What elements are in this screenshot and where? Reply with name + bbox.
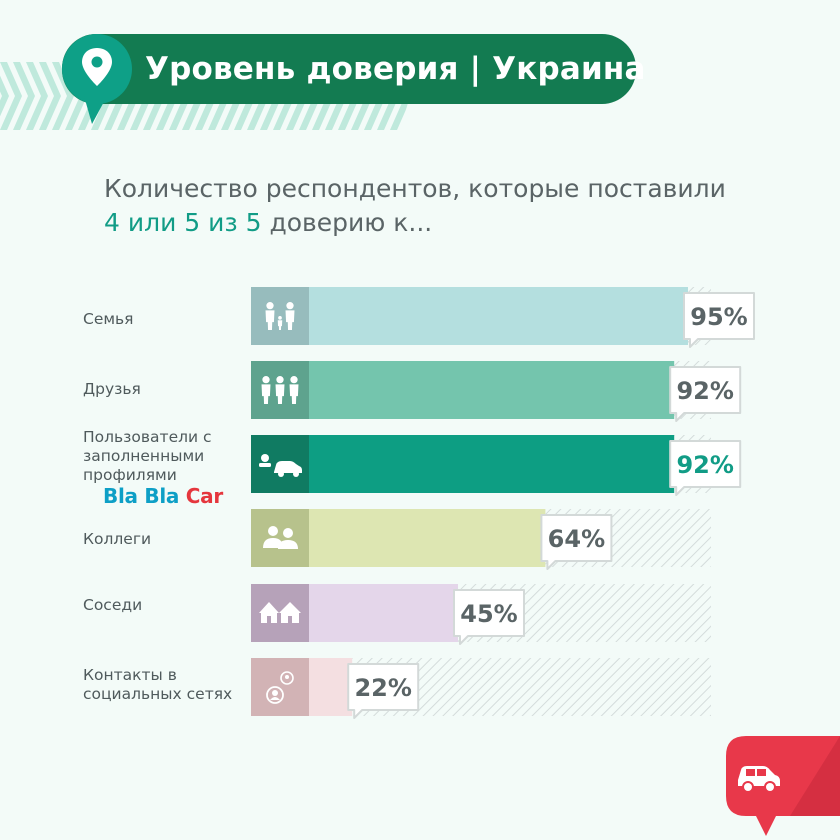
subtitle-line-2: 4 или 5 из 5 доверию к... (104, 206, 744, 240)
icon-block-social-contacts (251, 658, 309, 716)
category-label-friends: Друзья (83, 380, 141, 398)
friends-icon (261, 376, 299, 404)
driver-profile-icon (259, 454, 302, 477)
subtitle-line-1: Количество респондентов, которые постави… (104, 174, 726, 203)
bar-friends (251, 361, 675, 419)
colleagues-icon (263, 526, 298, 549)
category-label-social-contacts: Контакты в социальных сетях (83, 666, 233, 703)
header-banner (62, 34, 636, 104)
value-callout-neighbors: 45% (453, 589, 525, 645)
value-label-profile-users: 92% (676, 451, 733, 479)
bar-family (251, 287, 688, 345)
icon-block-family (251, 287, 309, 345)
value-callout-colleagues: 64% (540, 514, 613, 570)
value-callout-friends: 92% (669, 366, 742, 422)
value-label-social-contacts: 22% (354, 674, 411, 702)
category-label-profile-users: Пользователи с заполненными профилями (83, 428, 212, 484)
blablacar-logo: Bla Bla Car (103, 484, 223, 508)
value-callout-family: 95% (683, 292, 755, 348)
social-contacts-icon (266, 671, 294, 704)
category-label-colleagues: Коллеги (83, 530, 152, 548)
bar-profile-users (251, 435, 675, 493)
chart-subtitle: Количество респондентов, которые постави… (104, 172, 744, 240)
value-callout-social-contacts: 22% (347, 663, 420, 719)
car-badge-icon (726, 736, 840, 836)
subtitle-highlight: 4 или 5 из 5 (104, 208, 262, 237)
value-label-family: 95% (690, 303, 747, 331)
page-title: Уровень доверия | Украина (145, 51, 646, 87)
category-label-family: Семья (83, 310, 134, 328)
value-callout-profile-users: 92% (669, 440, 742, 496)
value-label-colleagues: 64% (548, 525, 605, 553)
value-label-friends: 92% (676, 377, 733, 405)
family-icon (265, 302, 295, 330)
category-label-neighbors: Соседи (83, 596, 143, 614)
value-label-neighbors: 45% (460, 600, 517, 628)
houses-icon (259, 602, 301, 623)
subtitle-rest: доверию к... (261, 208, 433, 237)
icon-block-colleagues (251, 509, 309, 567)
location-pin-icon (62, 34, 132, 124)
